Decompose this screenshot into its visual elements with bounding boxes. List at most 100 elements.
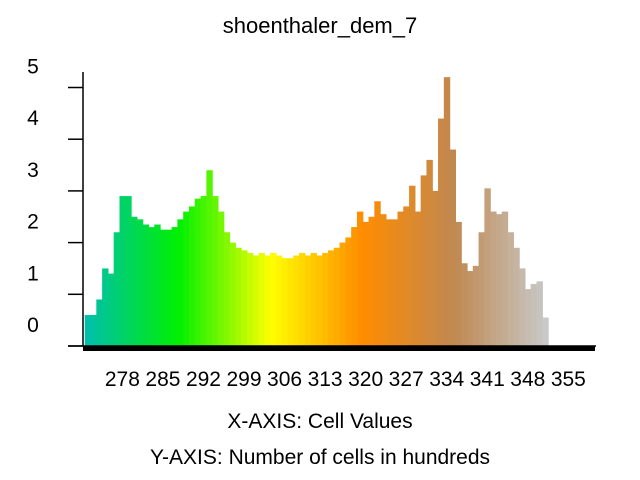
histogram-bar [316,255,323,346]
histogram-bar [310,252,318,346]
histogram-bar [380,214,387,346]
histogram-bar [362,221,370,346]
histogram-bar [252,255,260,346]
x-tick-label: 348 [510,368,545,391]
histogram-bar [246,252,254,346]
histogram-bar [188,206,196,346]
histogram-bar [501,211,509,346]
histogram-bar [217,211,225,346]
x-tick-label: 278 [105,368,140,391]
histogram-bar [90,314,97,346]
x-tick-label: 313 [308,368,343,391]
x-tick-label: 285 [145,368,180,391]
histogram-bar [206,170,213,346]
histogram-bar [177,219,184,346]
histogram-bar [507,232,514,346]
histogram-bar [304,255,312,346]
chart-title: shoenthaler_dem_7 [223,13,417,38]
histogram-bar [397,211,404,346]
histogram-bar [84,314,92,346]
histogram-bar [351,227,358,346]
histogram-bar [148,227,155,346]
histogram-bar [414,211,422,346]
y-tick-label: 3 [27,159,39,182]
histogram-bar [478,232,485,346]
histogram-bar [142,224,150,346]
histogram-bar [519,268,526,346]
histogram-bar [345,237,352,346]
y-tick-label: 2 [27,211,39,234]
histogram-bar [223,232,231,346]
histogram-bar [102,268,109,346]
x-tick-label: 334 [429,368,464,391]
histogram-bar [119,196,126,346]
histogram-bar [438,118,445,346]
histogram-bar [339,242,346,346]
histogram-bar [426,159,433,346]
histogram-bar [235,247,242,346]
histogram-bar [356,211,364,346]
histogram-bar [455,221,462,346]
histogram-bar [96,299,103,346]
histogram-bar [495,214,503,346]
histogram-bar [125,196,132,346]
histogram-bar [467,271,474,346]
histogram-bar [229,242,236,346]
y-axis-ticks: 0 1 2 3 4 5 [27,56,83,347]
histogram-bar [409,185,416,346]
histogram-bar [200,196,207,346]
y-tick-label: 1 [27,262,39,285]
histogram-bar [287,258,294,346]
y-axis-label: Y-AXIS: Number of cells in hundreds [150,446,490,469]
x-tick-label: 292 [186,368,221,391]
y-tick-label: 0 [27,314,39,337]
histogram-bar [530,283,538,346]
histogram-bar [403,206,410,346]
histogram-bars [84,77,549,347]
histogram-bar [368,216,375,346]
histogram-bar [328,250,335,346]
x-tick-label: 299 [226,368,261,391]
histogram-bar [391,219,399,346]
y-tick-label: 4 [27,107,39,130]
histogram-bar [420,175,428,346]
x-tick-label: 327 [389,368,424,391]
histogram-bar [374,201,381,346]
histogram-bar [490,211,497,346]
histogram-bar [107,273,115,346]
histogram-bar [299,252,306,346]
histogram-bar [484,188,491,346]
histogram-bar [154,224,161,346]
x-axis-tick-band [83,346,595,351]
histogram-bar [212,196,219,346]
axes [68,72,596,351]
x-tick-label: 306 [267,368,302,391]
histogram-bar [513,247,520,346]
histogram-bar [183,211,190,346]
x-tick-label: 341 [470,368,505,391]
histogram-bar [165,229,173,346]
histogram-bar [194,198,202,346]
histogram-bar [241,250,248,346]
histogram-bar [113,232,121,346]
x-tick-label: 355 [551,368,586,391]
histogram-bar [131,216,138,346]
histogram-bar [136,219,144,346]
histogram-bar [385,219,393,346]
histogram-bar [171,227,179,346]
y-tick-label: 5 [27,56,39,79]
histogram-bar [461,263,468,346]
histogram-bar [449,149,457,346]
histogram-bar [432,190,439,346]
histogram-bar [536,281,543,346]
histogram-bar [258,252,265,346]
histogram-bar [160,229,167,346]
x-axis-label: X-AXIS: Cell Values [227,410,412,433]
histogram-bar [524,289,532,346]
histogram-bar [270,252,277,346]
x-tick-label: 320 [348,368,383,391]
histogram-bar [333,247,341,346]
histogram-bar [281,258,289,346]
histogram-bar [472,265,480,346]
histogram-bar [275,255,283,346]
